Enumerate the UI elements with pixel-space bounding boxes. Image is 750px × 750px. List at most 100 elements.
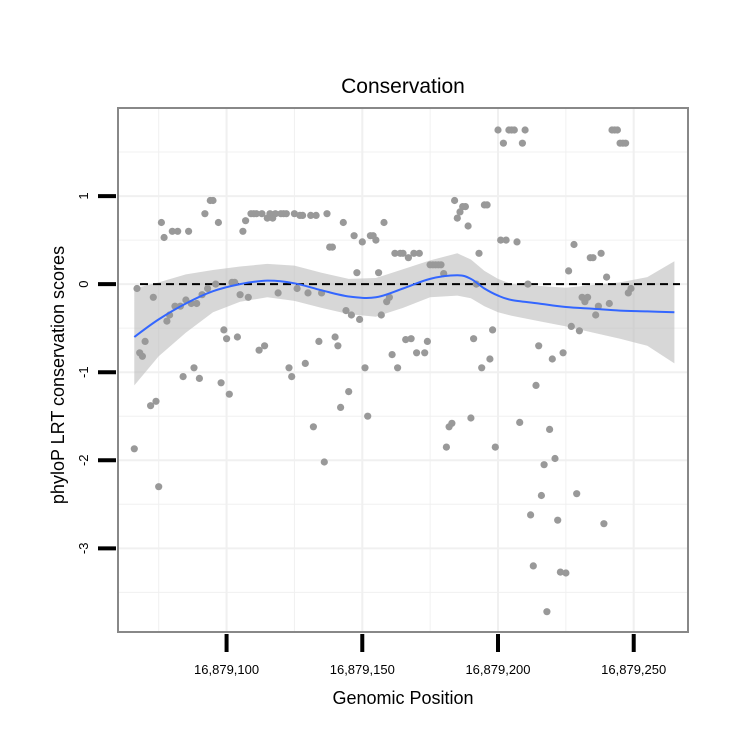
confidence-ribbon	[134, 253, 675, 386]
data-point	[475, 249, 483, 257]
data-point	[328, 243, 336, 251]
data-point	[497, 236, 505, 244]
data-point	[350, 232, 358, 240]
data-point	[193, 299, 201, 308]
data-point	[347, 311, 355, 319]
data-point	[212, 280, 220, 288]
data-point	[242, 217, 250, 225]
data-point	[185, 227, 193, 235]
data-point	[535, 342, 543, 350]
data-point	[627, 284, 635, 293]
data-point	[573, 490, 581, 498]
data-point	[299, 211, 307, 219]
data-point	[225, 390, 233, 398]
data-point	[223, 335, 231, 343]
data-point	[345, 388, 353, 396]
data-point	[364, 412, 372, 420]
data-point	[407, 335, 415, 343]
data-point	[168, 227, 176, 235]
data-point	[320, 458, 328, 466]
data-point	[217, 379, 225, 387]
data-point	[147, 402, 155, 410]
data-point	[285, 364, 293, 372]
data-point	[353, 269, 361, 277]
data-point	[244, 293, 252, 301]
y-axis: 1 0 -1 -2 -3	[76, 192, 116, 554]
y-tick-label: -1	[76, 366, 91, 378]
data-point	[138, 352, 146, 360]
data-point	[461, 203, 469, 211]
data-point	[307, 211, 315, 219]
data-point	[510, 126, 518, 134]
data-point	[174, 227, 182, 235]
data-point	[532, 381, 540, 389]
data-point	[214, 218, 222, 227]
data-point	[491, 443, 499, 451]
data-point	[592, 311, 600, 319]
data-point	[594, 302, 603, 310]
data-point	[597, 249, 605, 257]
x-tick-label: 16,879,200	[465, 662, 530, 677]
data-point	[415, 249, 423, 257]
data-point	[410, 249, 418, 257]
data-point	[385, 293, 393, 301]
data-point	[157, 218, 165, 227]
data-point	[437, 261, 445, 269]
data-point	[141, 337, 149, 345]
data-point	[293, 284, 301, 293]
data-point	[201, 210, 209, 218]
data-point	[271, 210, 279, 218]
data-point	[543, 608, 551, 616]
data-point	[556, 568, 565, 576]
data-point	[486, 355, 494, 363]
data-point	[356, 315, 364, 323]
smooth-trend-line	[133, 274, 675, 338]
data-point	[554, 516, 562, 524]
data-point	[133, 284, 141, 293]
data-point	[288, 373, 296, 381]
panel-border	[117, 107, 689, 633]
data-point	[149, 293, 157, 301]
grid-lines	[118, 108, 688, 632]
data-point	[252, 210, 260, 218]
data-point	[255, 346, 263, 354]
data-point	[380, 218, 388, 227]
y-axis-title: phyloP LRT conservation scores	[48, 246, 68, 504]
x-tick-label: 16,879,250	[601, 662, 666, 677]
data-point	[467, 414, 475, 422]
data-point	[312, 211, 320, 219]
data-point	[518, 139, 527, 147]
data-point	[402, 336, 410, 344]
data-point	[513, 238, 521, 246]
data-point	[489, 326, 497, 334]
data-point	[209, 196, 217, 205]
data-point	[622, 139, 630, 147]
data-point	[613, 126, 622, 134]
data-point	[453, 214, 461, 222]
data-point	[502, 236, 510, 244]
data-point	[575, 327, 584, 335]
data-point	[423, 337, 431, 345]
data-point	[546, 425, 554, 433]
data-point	[551, 454, 559, 463]
data-point	[567, 322, 575, 330]
data-point	[494, 126, 502, 134]
data-point	[239, 227, 247, 235]
data-point	[442, 443, 450, 451]
data-point	[470, 335, 478, 343]
data-point	[527, 511, 535, 519]
x-axis-title: Genomic Position	[332, 688, 473, 708]
data-point	[342, 307, 350, 315]
data-point	[309, 423, 317, 431]
data-point	[304, 289, 312, 297]
data-point	[499, 139, 507, 147]
data-point	[516, 418, 524, 426]
data-point	[190, 364, 198, 372]
data-point	[565, 267, 573, 275]
data-point	[233, 333, 241, 341]
data-point	[315, 337, 323, 345]
data-point	[372, 236, 380, 244]
data-point	[361, 364, 369, 372]
